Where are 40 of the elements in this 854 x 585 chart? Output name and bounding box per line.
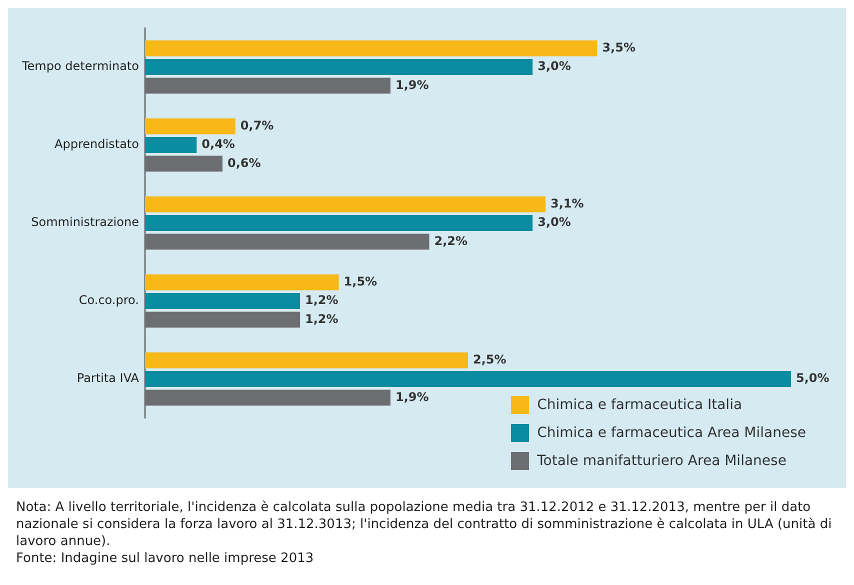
y-tick-label: Co.co.pro. — [78, 293, 139, 308]
bar — [144, 293, 300, 309]
data-label: 0,7% — [240, 118, 274, 132]
bar — [144, 215, 533, 231]
data-label: 0,6% — [228, 156, 261, 170]
data-label: 5,0% — [796, 371, 830, 386]
data-label: 2,2% — [434, 234, 468, 248]
bar — [144, 156, 222, 172]
data-label: 1,9% — [395, 78, 429, 92]
bar — [144, 118, 236, 134]
text: Nota: A livello territoriale, l'incidenza è calcolata sulla popolazione media tra 31.12.2012 e 31.12.2013, mentre per il dato nazionale si considera la forza lavoro al 31.12.3013; l'incidenza del contratto di somministrazione è calcolata in ULA (unità di lavoro annue). — [16, 500, 833, 551]
bar — [144, 40, 598, 56]
legend-label: Totale manifatturiero Area Milanese — [537, 453, 786, 469]
y-tick-label: Somministrazione — [31, 215, 139, 230]
bar — [144, 78, 390, 94]
data-label: 2,5% — [472, 352, 506, 366]
data-label: 1,5% — [344, 274, 378, 288]
legend-label: Chimica e farmaceutica Italia — [537, 397, 742, 413]
data-label: 3,1% — [550, 196, 584, 210]
data-label: 1,2% — [305, 293, 338, 308]
data-label: 1,9% — [395, 390, 429, 404]
y-tick-label: Partita IVA — [76, 371, 140, 386]
bar — [144, 371, 791, 387]
y-tick-label: Apprendistato — [54, 137, 139, 152]
bar — [144, 352, 468, 368]
bar — [144, 312, 300, 328]
source-note: Fonte: Indagine sul lavoro nelle imprese 2013 — [16, 550, 315, 568]
bar — [144, 196, 546, 212]
bar — [144, 390, 390, 406]
data-label: 1,2% — [305, 312, 338, 326]
data-label: 0,4% — [202, 137, 235, 152]
y-tick-label: Tempo determinato — [20, 59, 139, 74]
bar — [144, 137, 197, 153]
data-label: 3,5% — [602, 40, 636, 54]
bar — [144, 59, 533, 75]
data-label: 3,0% — [538, 59, 571, 74]
data-label: 3,0% — [538, 215, 571, 230]
bar — [144, 234, 430, 250]
bar — [144, 274, 339, 290]
legend-label: Chimica e farmaceutica Area Milanese — [537, 425, 806, 441]
